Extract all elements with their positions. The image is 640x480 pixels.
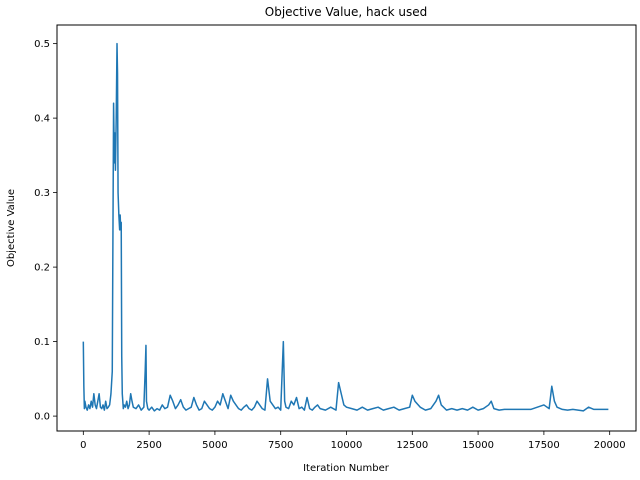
x-axis-ticks: 0 2500 5000 7500 10000 12500 15000 17500 20000: [80, 431, 626, 451]
x-tick-label: 5000: [202, 440, 227, 451]
x-tick-label: 0: [80, 440, 86, 451]
x-tick-label: 12500: [396, 440, 428, 451]
x-tick-label: 10000: [331, 440, 363, 451]
y-tick-label: 0.5: [34, 39, 50, 50]
y-axis-ticks: 0.0 0.1 0.2 0.3 0.4 0.5: [34, 39, 57, 423]
y-axis-label: Objective Value: [6, 189, 17, 267]
y-tick-label: 0.2: [34, 263, 50, 274]
x-tick-label: 20000: [594, 440, 626, 451]
x-tick-label: 15000: [462, 440, 494, 451]
y-tick-label: 0.4: [34, 114, 50, 125]
series-line-0: [82, 42, 609, 412]
plot-frame: [56, 24, 637, 432]
chart-title: Objective Value, hack used: [265, 5, 427, 19]
y-tick-label: 0.0: [34, 412, 50, 423]
y-tick-label: 0.3: [34, 188, 50, 199]
x-axis-label: Iteration Number: [303, 463, 390, 474]
x-tick-label: 7500: [268, 440, 293, 451]
x-tick-label: 17500: [528, 440, 560, 451]
y-tick-label: 0.1: [34, 337, 50, 348]
x-tick-label: 2500: [136, 440, 161, 451]
